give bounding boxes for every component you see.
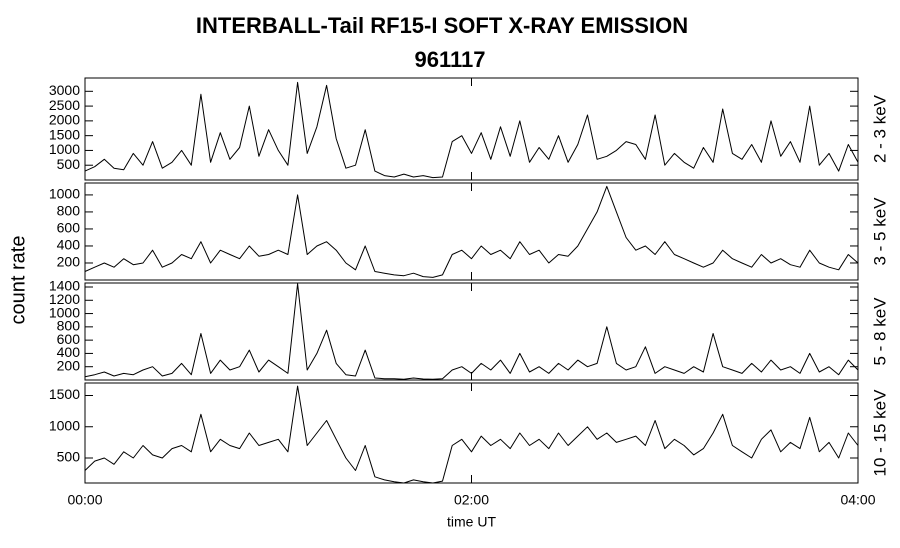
data-line bbox=[84, 81, 859, 179]
y-tick-label: 400 bbox=[57, 344, 81, 360]
panel-label: 10 - 15 keV bbox=[870, 389, 889, 477]
data-line bbox=[84, 385, 859, 484]
y-tick-label: 500 bbox=[57, 156, 81, 172]
panel-label: 2 - 3 keV bbox=[870, 94, 889, 163]
panel-frame bbox=[84, 382, 859, 484]
y-tick-label: 1200 bbox=[49, 291, 80, 307]
data-line bbox=[84, 283, 859, 380]
y-tick-label: 1500 bbox=[49, 386, 80, 402]
y-tick-label: 800 bbox=[57, 318, 81, 334]
panel-frame bbox=[84, 282, 859, 381]
y-tick-label: 1000 bbox=[49, 304, 80, 320]
y-tick-label: 600 bbox=[57, 220, 81, 236]
y-tick-label: 600 bbox=[57, 331, 81, 347]
y-tick-label: 400 bbox=[57, 237, 81, 253]
chart-title: INTERBALL-Tail RF15-I SOFT X-RAY EMISSIO… bbox=[196, 13, 688, 38]
y-tick-label: 200 bbox=[57, 254, 81, 270]
y-tick-label: 800 bbox=[57, 203, 81, 219]
panel-frame bbox=[84, 77, 859, 181]
y-axis-label: count rate bbox=[7, 236, 29, 325]
y-tick-label: 500 bbox=[57, 449, 81, 465]
x-tick-label: 02:00 bbox=[454, 492, 489, 508]
x-axis-label: time UT bbox=[447, 514, 496, 530]
chart-subtitle: 961117 bbox=[415, 47, 486, 72]
panel-label: 5 - 8 keV bbox=[870, 297, 889, 366]
panel-label: 3 - 5 keV bbox=[870, 197, 889, 266]
y-tick-label: 1000 bbox=[49, 417, 80, 433]
y-tick-label: 1400 bbox=[49, 278, 80, 294]
y-tick-label: 1500 bbox=[49, 126, 80, 142]
y-tick-label: 2500 bbox=[49, 97, 80, 113]
y-tick-label: 1000 bbox=[49, 186, 80, 202]
x-tick-label: 00:00 bbox=[67, 492, 102, 508]
panel-frame bbox=[84, 182, 859, 281]
data-line bbox=[84, 185, 859, 278]
y-tick-label: 2000 bbox=[49, 112, 80, 128]
y-tick-label: 3000 bbox=[49, 82, 80, 98]
y-tick-label: 200 bbox=[57, 357, 81, 373]
y-tick-label: 1000 bbox=[49, 141, 80, 157]
x-tick-label: 04:00 bbox=[840, 492, 875, 508]
